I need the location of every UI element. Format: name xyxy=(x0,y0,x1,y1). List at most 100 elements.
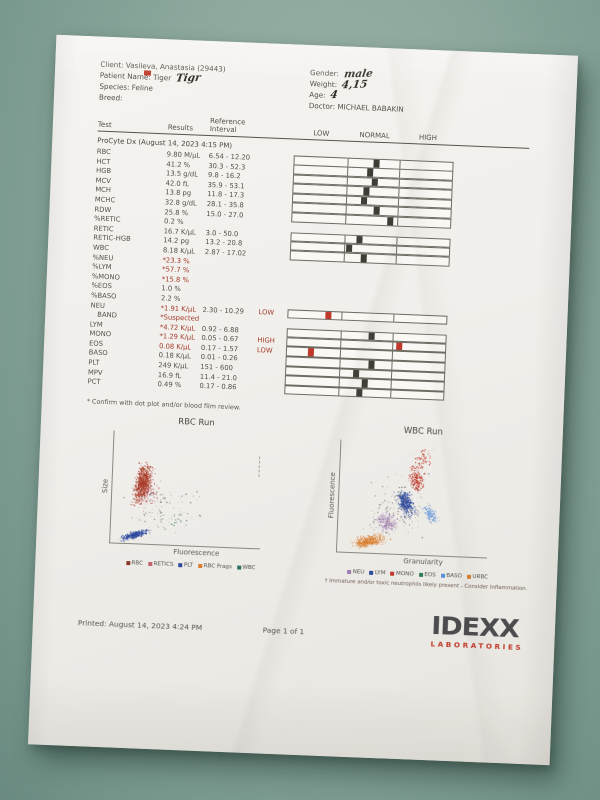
legend-swatch xyxy=(178,562,183,568)
column-test: Test xyxy=(97,120,112,130)
range-divider xyxy=(390,390,392,398)
value-marker xyxy=(368,360,375,369)
legend-swatch xyxy=(125,560,131,566)
legend-label: BASO xyxy=(446,572,463,580)
flag-label xyxy=(259,293,288,294)
range-divider xyxy=(396,237,398,246)
legend-item-retics: RETICS xyxy=(147,560,174,568)
flag-label xyxy=(258,332,287,333)
flag-label xyxy=(262,236,291,237)
legend-label: MONO xyxy=(395,570,414,578)
legend-label: WBC xyxy=(242,564,256,572)
legend-label: RETICS xyxy=(153,560,174,568)
value-marker xyxy=(373,159,380,168)
value-marker xyxy=(360,197,368,205)
value-marker xyxy=(356,235,363,244)
legend-label: RBC Frags xyxy=(203,562,232,571)
column-range-labels: LOW NORMAL HIGH xyxy=(295,128,455,142)
idexx-logo: IDEXX LABORATORIES xyxy=(143,70,524,652)
result-value: 0.49 % xyxy=(157,380,182,390)
flag-label xyxy=(260,274,289,275)
range-divider xyxy=(338,378,340,387)
idexx-logo-red-mark xyxy=(143,70,152,76)
chart-title: RBC Run xyxy=(178,416,215,429)
reference-interval xyxy=(203,291,259,293)
legend-item-rbc: RBC xyxy=(125,560,143,567)
column-results: Results xyxy=(167,123,194,133)
reference-interval xyxy=(206,224,262,226)
range-divider xyxy=(397,217,399,226)
flag-label xyxy=(263,188,292,189)
flag-label xyxy=(265,159,294,160)
range-divider xyxy=(345,186,348,195)
range-divider xyxy=(340,331,342,339)
range-divider xyxy=(345,206,347,214)
flag-label xyxy=(261,245,290,246)
value-marker xyxy=(396,342,403,351)
value-marker xyxy=(324,311,332,320)
legend-item-baso: BASO xyxy=(440,572,463,580)
handwritten-value: 4 xyxy=(329,88,339,102)
legend-swatch xyxy=(440,573,445,578)
range-divider xyxy=(392,342,394,350)
flag-label xyxy=(260,265,289,266)
legend-swatch xyxy=(147,561,153,566)
range-divider xyxy=(345,196,347,205)
reference-interval xyxy=(202,320,258,322)
flag-label xyxy=(264,169,293,170)
value-marker xyxy=(371,178,378,187)
legend-swatch xyxy=(197,563,203,568)
handwritten-value: 4,15 xyxy=(341,78,369,92)
lab-report-paper: Client: Vasileva, Anastasia (29443) Patie… xyxy=(27,34,579,766)
plot-row: Fluorescence xyxy=(326,439,515,559)
legend-item-wbc: WBC xyxy=(236,564,256,572)
range-divider xyxy=(392,333,395,341)
value-marker xyxy=(366,168,374,177)
column-low: LOW xyxy=(313,129,330,138)
flag-label xyxy=(264,178,293,179)
legend-label: NEU xyxy=(352,568,365,576)
range-divider xyxy=(339,340,342,348)
flag-label xyxy=(255,389,284,390)
legend-label: LYM xyxy=(374,569,386,577)
legend-label: URBC xyxy=(472,573,489,581)
value-marker xyxy=(362,187,370,196)
range-divider xyxy=(393,314,395,322)
handwritten-value: Tigr xyxy=(175,71,202,85)
range-divider xyxy=(396,246,398,255)
scatter-canvas xyxy=(335,439,492,559)
column-high: HIGH xyxy=(418,133,438,143)
range-divider xyxy=(347,158,349,167)
flag-label xyxy=(256,380,285,381)
legend-label: EOS xyxy=(424,571,436,579)
flag-label xyxy=(256,370,285,371)
range-divider xyxy=(395,256,398,264)
range-divider xyxy=(399,160,401,169)
plot-row: Size xyxy=(99,430,288,550)
flag-label: LOW xyxy=(256,345,273,355)
legend-item-mono: MONO xyxy=(390,570,414,577)
range-divider xyxy=(391,371,393,379)
idexx-logo-text: IDEXX xyxy=(430,611,520,644)
value-marker xyxy=(360,254,367,263)
chart-title: WBC Run xyxy=(403,425,444,438)
reference-interval xyxy=(204,281,260,283)
range-divider xyxy=(391,361,393,370)
range-divider xyxy=(343,235,346,243)
flag-label xyxy=(262,217,291,218)
range-divider xyxy=(343,244,345,252)
report-content: Client: Vasileva, Anastasia (29443) Patie… xyxy=(77,59,532,652)
value-marker xyxy=(352,369,359,378)
results-table: RBC 9.80 M/µL 6.54 - 12.20 HCT 41.2 % 30.3 - … xyxy=(87,148,528,405)
patient-info-right: Gender: male Weight: 4,15 Age: 4 Doctor: MICHA… xyxy=(309,67,533,120)
dot-plot-rbc-run: RBC Run Size Fluorescence RBC RETICS PLT RBC F… xyxy=(98,414,289,582)
scatter-canvas xyxy=(109,430,265,550)
legend-item-rbc-frags: RBC Frags xyxy=(197,562,232,571)
reference-interval: 0.17 - 0.86 xyxy=(199,382,237,392)
column-reference: Reference Interval xyxy=(209,117,246,135)
legend-swatch xyxy=(236,565,241,570)
range-divider xyxy=(346,177,348,185)
column-flag-spacer xyxy=(266,135,295,136)
page-number: Page 1 of 1 xyxy=(262,625,305,637)
